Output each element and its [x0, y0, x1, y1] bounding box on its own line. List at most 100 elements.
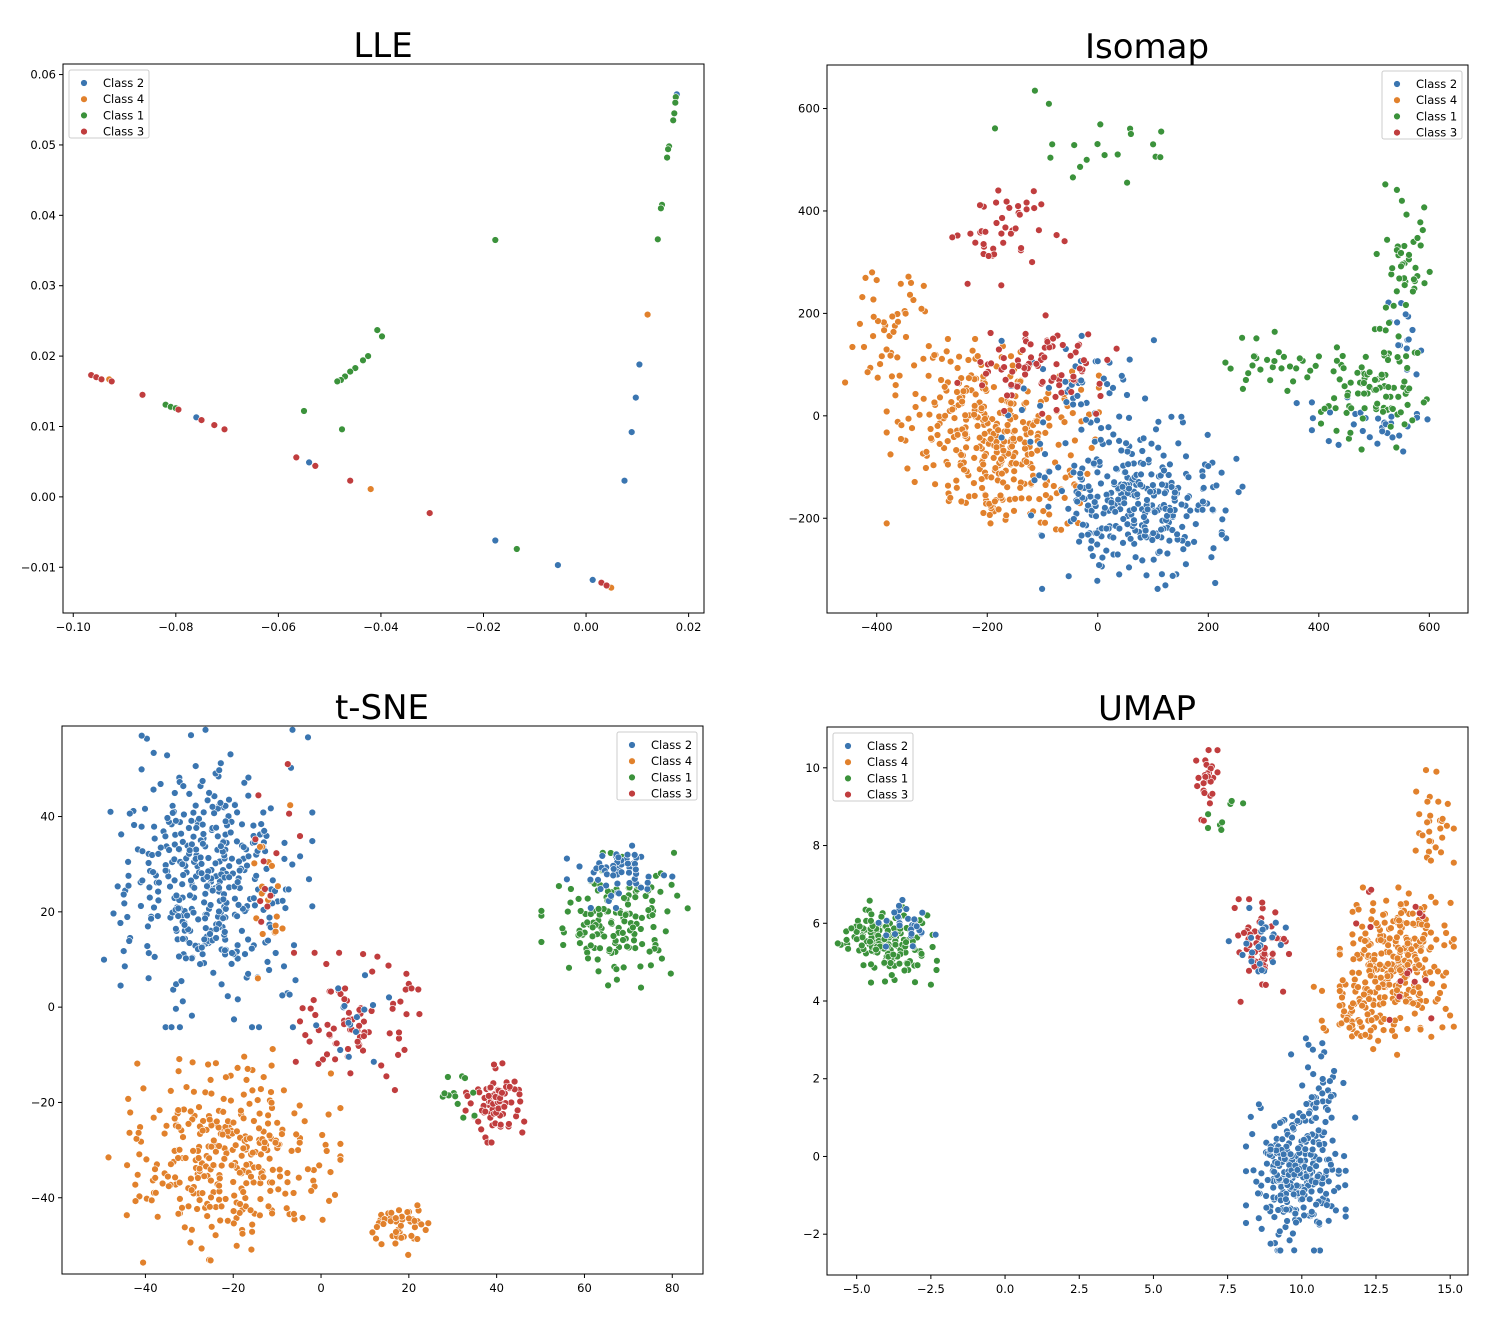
tsne-point-class-4 — [411, 1223, 419, 1231]
tsne-point-class-2 — [148, 851, 156, 859]
isomap-point-class-2 — [1182, 560, 1190, 568]
umap-point-class-4 — [1450, 942, 1458, 951]
isomap-point-class-1 — [1425, 268, 1434, 276]
isomap-point-class-3 — [1057, 389, 1066, 397]
isomap-point-class-2 — [1018, 406, 1026, 414]
isomap-point-class-1 — [1338, 352, 1347, 360]
isomap-point-class-2 — [1117, 446, 1126, 455]
lle-point-class-1 — [346, 367, 354, 376]
umap-point-class-3 — [1395, 992, 1404, 1001]
umap-point-class-2 — [1296, 1156, 1305, 1165]
tsne-point-class-4 — [240, 1090, 248, 1099]
tsne-point-class-2 — [117, 830, 125, 839]
isomap-point-class-4 — [882, 428, 891, 437]
isomap-point-class-2 — [1163, 549, 1172, 558]
tsne-point-class-2 — [106, 808, 115, 816]
isomap-point-class-2 — [1123, 447, 1132, 456]
isomap-point-class-2 — [1103, 380, 1111, 388]
isomap-point-class-1 — [1371, 376, 1379, 384]
isomap-point-class-4 — [891, 391, 900, 399]
umap-point-class-4 — [1358, 1001, 1366, 1010]
isomap-point-class-2 — [1093, 577, 1102, 585]
tsne-point-class-4 — [290, 1109, 299, 1118]
tsne-point-class-4 — [158, 1179, 167, 1188]
tsne-ytick-label: 20 — [40, 905, 55, 919]
umap-point-class-4 — [1384, 941, 1392, 949]
isomap-point-class-1 — [1123, 179, 1131, 187]
isomap-point-class-2 — [1208, 505, 1217, 514]
tsne-point-class-3 — [353, 1037, 362, 1046]
tsne-point-class-3 — [360, 1032, 368, 1040]
isomap-point-class-4 — [931, 480, 939, 488]
isomap-point-class-4 — [973, 352, 982, 360]
tsne-point-class-4 — [178, 1204, 186, 1212]
tsne-point-class-3 — [301, 1031, 309, 1039]
isomap-point-class-4 — [1054, 441, 1063, 449]
isomap-point-class-4 — [1035, 495, 1044, 503]
tsne-point-class-4 — [422, 1226, 430, 1234]
isomap-point-class-2 — [1179, 545, 1188, 553]
isomap-point-class-2 — [1178, 523, 1186, 531]
isomap-point-class-3 — [976, 201, 984, 209]
isomap-point-class-1 — [1046, 154, 1055, 162]
isomap-point-class-1 — [1333, 343, 1341, 352]
umap-point-class-4 — [1338, 993, 1346, 1002]
umap-point-class-3 — [1279, 987, 1287, 996]
umap-point-class-2 — [1307, 1187, 1316, 1196]
isomap-point-class-2 — [1126, 535, 1135, 543]
umap-point-class-2 — [1330, 1187, 1338, 1195]
umap-point-class-3 — [1240, 929, 1248, 937]
tsne-point-class-2 — [217, 842, 225, 850]
umap-point-class-2 — [909, 942, 917, 950]
tsne-point-class-3 — [296, 1017, 304, 1026]
isomap-legend-marker — [1393, 112, 1401, 121]
isomap-point-class-2 — [1107, 498, 1116, 507]
tsne-point-class-4 — [213, 1117, 221, 1126]
isomap-point-class-3 — [1071, 348, 1080, 356]
tsne-point-class-4 — [244, 1065, 252, 1073]
isomap-point-class-2 — [1133, 490, 1141, 499]
isomap-ytick-label: 600 — [798, 102, 820, 116]
tsne-point-class-1 — [607, 919, 615, 927]
isomap-point-class-1 — [1070, 141, 1078, 149]
umap-point-class-4 — [1432, 935, 1441, 944]
isomap-point-class-4 — [977, 475, 986, 483]
umap-point-class-3 — [1415, 909, 1424, 917]
tsne-point-class-2 — [617, 868, 626, 876]
tsne-point-class-2 — [171, 789, 179, 797]
tsne-point-class-2 — [215, 884, 223, 892]
tsne-point-class-2 — [177, 977, 186, 985]
tsne-point-class-3 — [402, 970, 411, 978]
isomap-point-class-2 — [1373, 440, 1382, 448]
tsne-point-class-2 — [119, 890, 128, 899]
isomap-legend-label: Class 3 — [1416, 126, 1457, 140]
isomap-point-class-1 — [1292, 364, 1300, 373]
isomap-point-class-4 — [980, 430, 989, 438]
isomap-point-class-4 — [909, 296, 918, 304]
isomap-point-class-4 — [1010, 467, 1018, 475]
isomap-point-class-4 — [992, 443, 1001, 451]
isomap-point-class-1 — [1385, 319, 1393, 327]
isomap-point-class-3 — [1060, 237, 1069, 245]
umap-point-class-2 — [1298, 1195, 1306, 1203]
umap-point-class-3 — [1367, 886, 1375, 894]
isomap-point-class-2 — [1101, 504, 1109, 512]
umap-point-class-4 — [1336, 987, 1344, 995]
tsne-legend-label: Class 3 — [651, 787, 692, 801]
tsne-point-class-4 — [268, 862, 276, 870]
tsne-point-class-4 — [176, 1195, 184, 1203]
tsne-point-class-2 — [165, 846, 173, 854]
isomap-point-class-1 — [1402, 352, 1410, 360]
tsne-point-class-2 — [280, 855, 289, 863]
umap-point-class-4 — [1431, 843, 1440, 852]
isomap-point-class-2 — [1115, 437, 1123, 445]
isomap-point-class-2 — [1149, 529, 1157, 537]
lle-ytick-label: 0.03 — [30, 279, 56, 293]
umap-legend-marker — [844, 758, 852, 766]
isomap-point-class-4 — [1002, 511, 1010, 519]
isomap-point-class-1 — [1416, 241, 1425, 250]
tsne-point-class-2 — [244, 852, 253, 860]
tsne-point-class-4 — [368, 1228, 377, 1237]
isomap-point-class-3 — [987, 359, 995, 368]
